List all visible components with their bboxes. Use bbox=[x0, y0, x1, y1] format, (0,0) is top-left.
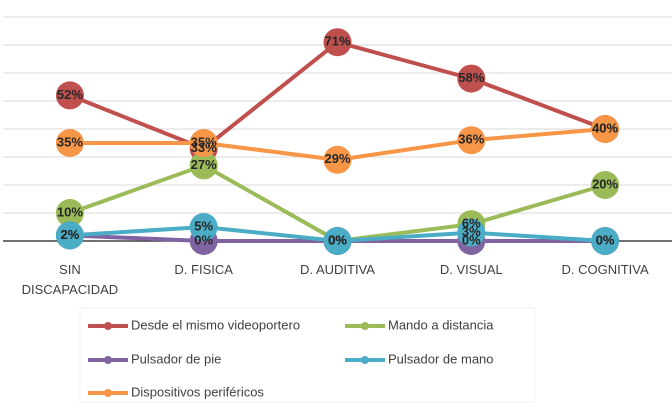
point bbox=[591, 115, 620, 143]
point bbox=[55, 129, 84, 157]
legend-label: Pulsador de pie bbox=[131, 351, 221, 366]
x-tick-label: D. VISUAL bbox=[439, 262, 503, 277]
legend-marker bbox=[104, 356, 112, 364]
data-label: 20% bbox=[592, 176, 618, 191]
point bbox=[591, 227, 620, 255]
series-line bbox=[69, 40, 606, 151]
legend-label: Pulsador de mano bbox=[388, 351, 494, 366]
data-label: 3% bbox=[462, 224, 481, 239]
data-label: 10% bbox=[57, 204, 83, 219]
legend-label: Dispositivos periféricos bbox=[131, 384, 264, 399]
point bbox=[323, 227, 352, 255]
data-label: 35% bbox=[191, 134, 217, 149]
data-label: 35% bbox=[57, 134, 83, 149]
point bbox=[457, 218, 486, 247]
data-label: 0% bbox=[328, 232, 347, 247]
data-label: 2% bbox=[61, 227, 80, 242]
point bbox=[189, 129, 218, 157]
legend-box bbox=[79, 307, 536, 403]
point bbox=[591, 171, 620, 199]
point bbox=[189, 151, 218, 180]
data-label: 2% bbox=[61, 227, 80, 242]
legend-marker bbox=[361, 322, 369, 330]
x-tick-label: D. FISICA bbox=[174, 262, 233, 277]
legend-marker bbox=[104, 389, 112, 397]
data-label: 40% bbox=[592, 120, 618, 135]
data-label: 0% bbox=[328, 232, 347, 247]
data-label: 0% bbox=[596, 232, 615, 247]
data-label: 36% bbox=[458, 132, 484, 147]
x-tick-label: D. COGNITIVA bbox=[561, 262, 649, 277]
data-label: 33% bbox=[191, 140, 217, 155]
data-label: 29% bbox=[324, 151, 350, 166]
point bbox=[457, 126, 486, 155]
point bbox=[55, 221, 84, 250]
data-label: 71% bbox=[324, 34, 350, 49]
data-label: 0% bbox=[596, 232, 615, 247]
data-label: 0% bbox=[194, 232, 213, 247]
legend-label: Mando a distancia bbox=[388, 317, 494, 332]
legend-label: Desde el mismo videoportero bbox=[131, 317, 300, 332]
data-label: 40% bbox=[592, 120, 618, 135]
point bbox=[189, 213, 218, 241]
data-label: 27% bbox=[191, 157, 217, 172]
point bbox=[457, 64, 486, 93]
data-label: 52% bbox=[57, 87, 83, 102]
legend-marker bbox=[104, 322, 112, 330]
legend-marker bbox=[361, 356, 369, 364]
x-tick-label: SIN DISCAPACIDAD bbox=[21, 262, 119, 297]
point bbox=[55, 199, 84, 227]
data-label: 5% bbox=[194, 218, 213, 233]
data-label: 58% bbox=[458, 70, 484, 85]
point bbox=[55, 81, 84, 110]
point bbox=[323, 145, 352, 174]
point bbox=[323, 28, 352, 57]
data-label: 6% bbox=[462, 216, 481, 231]
data-label: 0% bbox=[462, 232, 481, 247]
x-tick-label: D. AUDITIVA bbox=[300, 262, 375, 277]
data-label: 0% bbox=[328, 232, 347, 247]
